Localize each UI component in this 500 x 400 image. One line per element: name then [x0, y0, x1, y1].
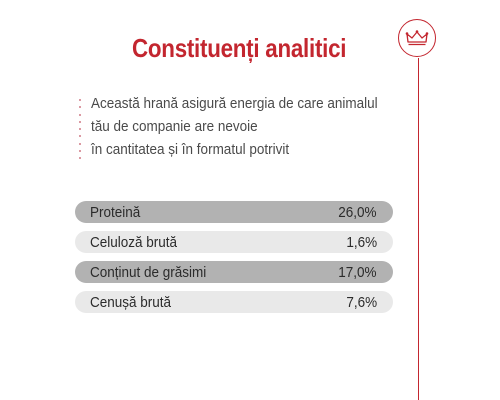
constituent-row-fat: Conținut de grăsimi 17,0%: [75, 261, 393, 283]
brand-badge: [398, 19, 436, 57]
constituents-table: Proteină 26,0% Celuloză brută 1,6% Conți…: [75, 201, 393, 321]
constituent-label: Conținut de grăsimi: [90, 263, 207, 281]
constituent-value: 26,0%: [338, 203, 377, 221]
constituent-row-protein: Proteină 26,0%: [75, 201, 393, 223]
vertical-divider: [418, 58, 419, 400]
description-line: în cantitatea și în formatul potrivit: [91, 141, 290, 158]
constituent-value: 17,0%: [338, 263, 377, 281]
constituent-label: Cenușă brută: [90, 293, 172, 311]
crown-icon: [405, 30, 429, 46]
description-line: Această hrană asigură energia de care an…: [91, 95, 378, 112]
constituent-label: Proteină: [90, 203, 141, 221]
constituent-label: Celuloză brută: [90, 233, 178, 251]
page-title: Constituenți analitici: [132, 33, 347, 63]
constituent-row-fiber: Celuloză brută 1,6%: [75, 231, 393, 253]
description-line: tău de companie are nevoie: [91, 118, 258, 135]
constituent-row-ash: Cenușă brută 7,6%: [75, 291, 393, 313]
constituent-value: 7,6%: [346, 293, 377, 311]
decorative-dotted-line: [79, 99, 82, 159]
constituent-value: 1,6%: [346, 233, 377, 251]
description-text: Această hrană asigură energia de care an…: [91, 92, 379, 161]
